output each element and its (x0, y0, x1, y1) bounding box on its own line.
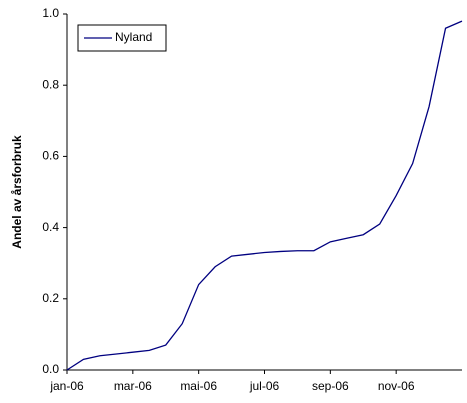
legend-label: Nyland (115, 30, 152, 44)
y-tick-label: 0.4 (42, 220, 59, 234)
y-tick-label: 0.2 (42, 291, 59, 305)
y-axis-label: Andel av årsforbruk (10, 135, 24, 249)
y-tick-label: 0.8 (42, 77, 59, 91)
x-tick-label: mar-06 (114, 379, 152, 393)
y-tick-label: 0.0 (42, 362, 59, 376)
x-tick-label: nov-06 (378, 379, 415, 393)
y-tick-label: 1.0 (42, 6, 59, 20)
x-tick-label: sep-06 (312, 379, 349, 393)
y-tick-label: 0.6 (42, 149, 59, 163)
x-tick-label: jul-06 (249, 379, 280, 393)
x-tick-label: mai-06 (180, 379, 217, 393)
line (66, 20, 463, 371)
x-tick-label: jan-06 (49, 379, 84, 393)
